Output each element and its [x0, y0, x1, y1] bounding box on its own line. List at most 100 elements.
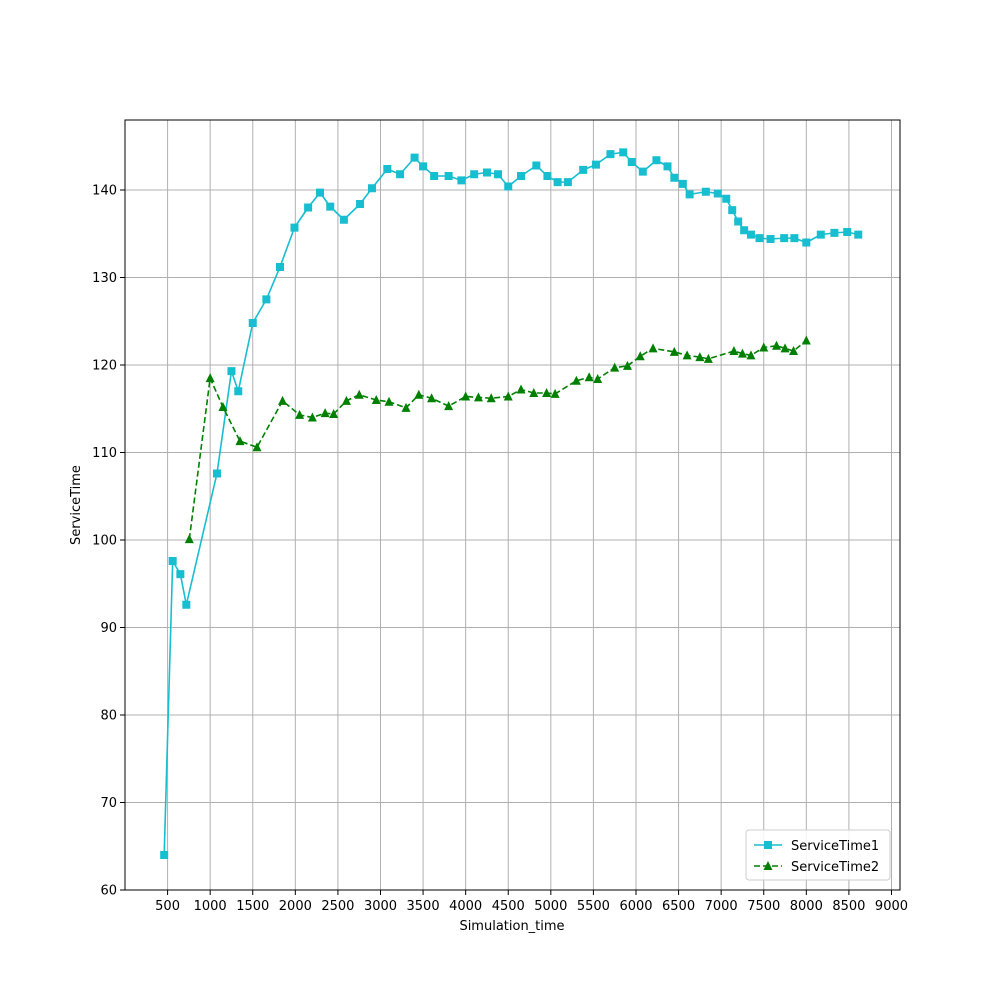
data-point — [663, 162, 672, 171]
data-point — [571, 375, 581, 385]
data-point — [670, 173, 679, 182]
plot-frame — [124, 119, 901, 891]
x-tick-label: 1000 — [194, 899, 227, 914]
data-point — [427, 393, 437, 403]
data-point — [728, 206, 737, 215]
data-point — [746, 230, 755, 239]
data-point — [235, 436, 245, 446]
y-tick-label: 110 — [92, 446, 117, 461]
data-point — [678, 179, 687, 188]
data-point — [790, 234, 799, 243]
data-point — [414, 389, 424, 399]
data-point — [593, 374, 603, 383]
data-point — [356, 200, 365, 208]
data-point — [638, 167, 647, 176]
data-point — [682, 350, 692, 360]
plot-area — [125, 120, 900, 890]
y-tick-label: 100 — [92, 534, 117, 549]
data-point — [606, 150, 615, 159]
data-point — [584, 372, 594, 382]
data-point — [563, 178, 572, 187]
data-point — [695, 352, 705, 362]
data-point — [734, 217, 743, 226]
data-point — [685, 190, 694, 199]
data-point — [234, 387, 243, 396]
data-point — [295, 409, 305, 419]
data-point — [532, 161, 541, 170]
y-axis: 60 70 80 90 100 110 120 130 140 — [92, 184, 125, 899]
data-point — [516, 384, 526, 394]
data-point — [482, 168, 491, 177]
data-point — [722, 194, 731, 203]
x-tick-label: 9000 — [875, 899, 908, 914]
data-point — [419, 162, 428, 171]
x-tick-label: 2000 — [279, 899, 312, 914]
data-point — [652, 156, 661, 165]
data-point — [801, 335, 811, 345]
data-point — [326, 202, 335, 211]
data-point — [205, 373, 215, 383]
data-point — [367, 184, 376, 193]
data-point — [410, 153, 419, 162]
data-point — [759, 342, 769, 352]
y-tick-label: 60 — [100, 884, 117, 899]
data-point — [627, 158, 636, 166]
data-point — [517, 172, 526, 180]
legend-label-2: ServiceTime2 — [791, 860, 879, 875]
data-point — [780, 343, 790, 353]
data-point — [354, 389, 364, 399]
x-tick-label: 7000 — [705, 899, 738, 914]
data-point — [218, 402, 228, 411]
data-point — [591, 160, 600, 169]
x-tick-label: 1500 — [236, 899, 269, 914]
data-point — [503, 391, 513, 401]
data-point — [543, 172, 552, 180]
data-point — [553, 178, 562, 187]
x-tick-label: 5500 — [577, 899, 610, 914]
data-point — [339, 215, 348, 224]
data-point — [802, 238, 811, 247]
data-point — [486, 393, 496, 403]
data-point — [816, 230, 825, 239]
y-tick-label: 80 — [100, 709, 117, 724]
data-point — [772, 340, 782, 350]
data-point — [252, 442, 262, 452]
data-point — [701, 187, 710, 196]
data-point — [746, 350, 756, 360]
data-point — [529, 388, 539, 397]
data-point — [444, 401, 454, 411]
data-point — [396, 170, 405, 179]
data-point — [755, 234, 764, 243]
data-point — [542, 388, 552, 397]
data-point — [182, 600, 191, 609]
x-tick-label: 8500 — [832, 899, 865, 914]
x-tick-label: 6500 — [662, 899, 695, 914]
data-point — [789, 346, 799, 355]
data-point — [401, 402, 411, 412]
data-point — [461, 391, 471, 401]
data-point — [619, 148, 628, 157]
data-point — [371, 395, 381, 404]
data-point — [579, 165, 588, 174]
data-point — [262, 295, 271, 304]
data-point — [669, 346, 679, 356]
data-point — [278, 395, 288, 405]
data-point — [473, 392, 483, 402]
data-point — [622, 360, 632, 370]
data-point — [703, 353, 713, 363]
x-tick-label: 5000 — [534, 899, 567, 914]
data-point — [457, 176, 466, 185]
data-point — [316, 188, 325, 197]
data-point — [470, 170, 479, 179]
x-axis-label: Simulation_time — [459, 919, 564, 934]
data-point — [227, 367, 236, 376]
data-point — [830, 228, 839, 237]
data-point — [610, 362, 620, 372]
data-point — [780, 234, 789, 243]
data-point — [494, 170, 503, 179]
x-tick-label: 6000 — [619, 899, 652, 914]
x-tick-label: 3000 — [364, 899, 397, 914]
data-point — [383, 165, 392, 173]
x-tick-label: 4500 — [492, 899, 525, 914]
